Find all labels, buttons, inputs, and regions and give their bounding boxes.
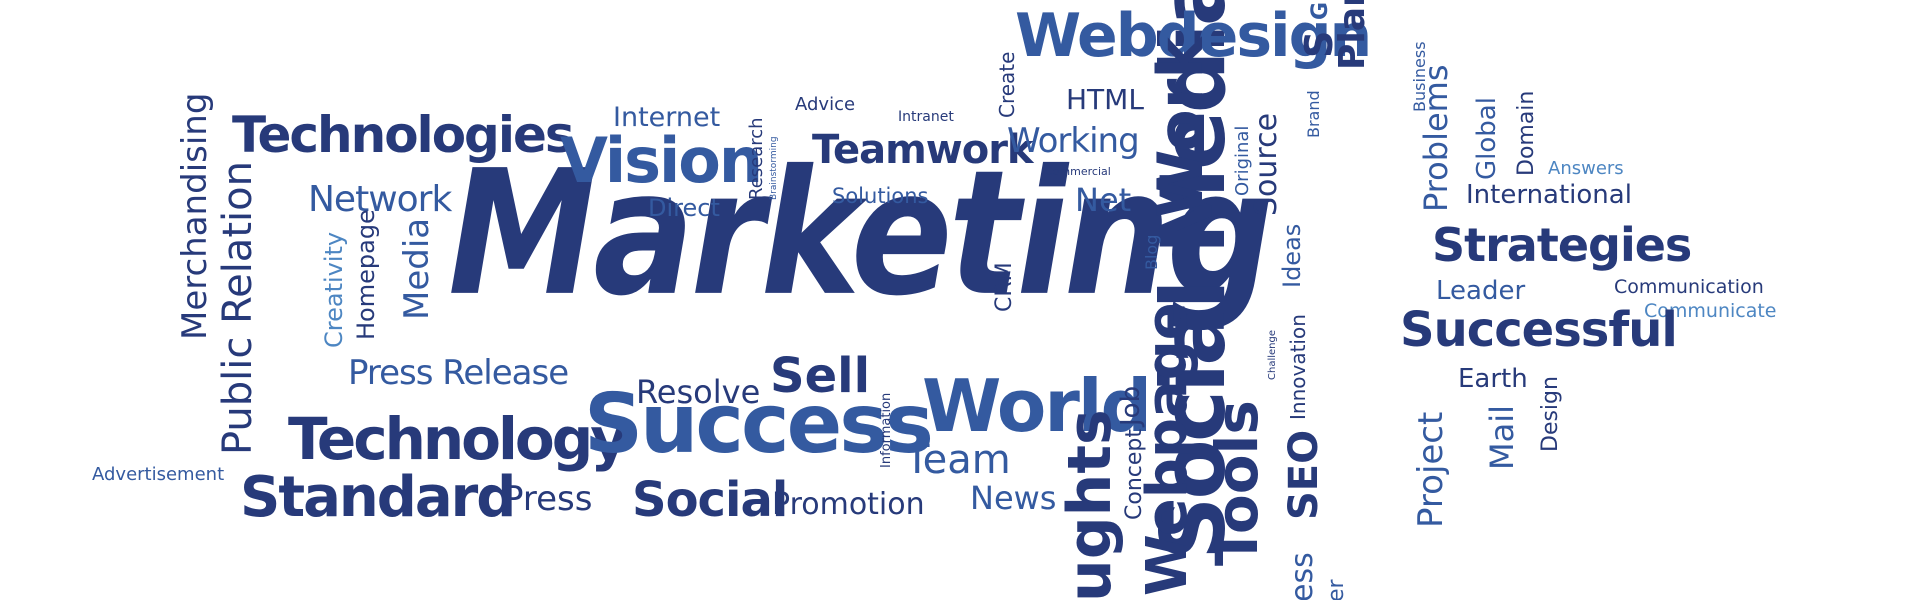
word-vision: Vision	[560, 124, 763, 197]
word-source: Source	[1249, 112, 1284, 216]
word-innovation: Innovation	[1286, 314, 1310, 420]
word-answers: Answers	[1548, 158, 1624, 179]
word-crm: CRM	[992, 262, 1017, 312]
word-solutions: Solutions	[832, 184, 929, 208]
word-brand: Brand	[1304, 90, 1323, 138]
word-communication: Communication	[1614, 276, 1764, 298]
word-ideas: Ideas	[1278, 223, 1306, 288]
word-world: World	[922, 364, 1152, 448]
word-create: Create	[995, 51, 1019, 118]
word-sell: Sell	[770, 348, 871, 404]
word-press-release: Press Release	[348, 353, 569, 393]
word-commercial: Commercial	[1045, 165, 1111, 178]
word-research: Research	[746, 117, 767, 200]
word-html: HTML	[1066, 83, 1144, 116]
word-work: Work	[1144, 37, 1217, 218]
word-webdesign: Webdesign	[1015, 1, 1372, 71]
word-thoughts-partial: ughts	[1055, 409, 1125, 600]
word-tools: Tools	[1203, 400, 1271, 566]
word-network: Network	[308, 179, 452, 220]
word-press: Press	[503, 479, 593, 519]
word-internet: Internet	[613, 102, 721, 133]
word-advertisement: Advertisement	[92, 464, 225, 485]
word-direct: Direct	[648, 194, 720, 222]
word-homepage: Homepage	[352, 209, 380, 340]
word-webpage: Webpage	[1135, 302, 1200, 596]
word-communicate: Communicate	[1644, 300, 1777, 322]
word-marketing: Marketing	[448, 134, 1274, 335]
word-problems: Problems	[1417, 64, 1455, 213]
word-design: Design	[1538, 376, 1563, 452]
word-bottom-partial-ess: ess	[1285, 552, 1320, 600]
word-technology: Technology	[288, 405, 628, 473]
word-technologies: Technologies	[232, 106, 575, 164]
word-challenge: Challenge	[1267, 330, 1278, 380]
word-success: Success	[584, 377, 934, 472]
word-international: International	[1466, 180, 1632, 210]
word-seo: SEO	[1281, 429, 1327, 520]
word-resolve: Resolve	[636, 373, 761, 411]
word-global: Global	[1472, 97, 1502, 180]
word-top-partial-g: G	[1308, 1, 1333, 20]
word-successful: Successful	[1400, 302, 1678, 358]
word-creativity: Creativity	[320, 231, 348, 348]
word-bottom-partial-er: er	[1324, 579, 1349, 600]
word-working: Working	[1007, 121, 1140, 161]
word-domain: Domain	[1514, 90, 1539, 176]
word-information: Information	[879, 392, 894, 468]
word-public-relation: Public Relation	[215, 161, 261, 455]
word-social: Social	[632, 472, 788, 528]
word-concept: Concept	[1122, 429, 1147, 520]
word-project: Project	[1411, 411, 1451, 528]
word-team: Team	[905, 437, 1011, 483]
word-intranet: Intranet	[898, 109, 954, 125]
word-mail: Mail	[1483, 405, 1521, 470]
word-teamwork: Teamwork	[812, 127, 1034, 173]
word-standard: Standard	[240, 465, 516, 530]
word-news: News	[970, 479, 1057, 517]
word-advice: Advice	[795, 94, 856, 115]
word-net: Net	[1075, 181, 1132, 219]
word-blog: Blog	[1142, 234, 1161, 270]
word-media: Media	[397, 217, 437, 320]
word-plan: Plan	[1332, 0, 1373, 70]
word-brainstorming: Brainstorming	[769, 136, 779, 200]
word-strategies: Strategies	[1432, 218, 1692, 272]
word-earth: Earth	[1458, 364, 1528, 394]
word-promotion: Promotion	[772, 487, 925, 522]
word-merchandising: Merchandising	[175, 92, 215, 340]
word-leader: Leader	[1436, 276, 1526, 306]
